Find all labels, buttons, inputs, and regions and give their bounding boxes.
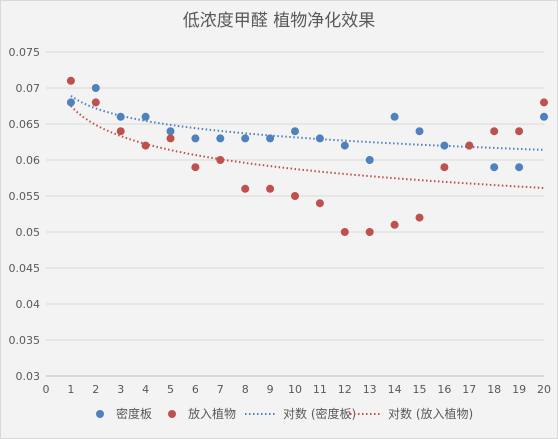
y-tick-label: 0.065: [9, 118, 41, 131]
data-point: [440, 163, 449, 172]
legend: 密度板 放入植物 对数 (密度板) 对数 (放入植物): [96, 406, 473, 421]
legend-label: 对数 (密度板): [283, 406, 356, 421]
data-point: [291, 127, 299, 136]
data-point: [266, 134, 275, 143]
x-tick-label: 11: [313, 383, 327, 396]
data-point: [141, 141, 150, 150]
data-point: [515, 163, 524, 172]
data-point: [540, 98, 548, 107]
data-point: [490, 127, 499, 136]
x-tick-label: 3: [117, 383, 124, 396]
x-tick-label: 18: [487, 383, 501, 396]
data-point: [116, 127, 125, 136]
x-tick-label: 15: [413, 383, 427, 396]
x-tick-label: 13: [363, 383, 377, 396]
y-axis-ticks: 0.03 0.035 0.04 0.045 0.05 0.055 0.06 0.065 0.07…: [9, 46, 41, 383]
data-point: [216, 156, 225, 164]
trendlines: [70, 95, 545, 189]
y-tick-label: 0.055: [9, 190, 41, 203]
y-tick-label: 0.035: [9, 334, 41, 347]
data-point: [166, 127, 175, 136]
x-tick-label: 5: [167, 383, 174, 396]
legend-marker: [96, 410, 104, 418]
data-point: [291, 192, 299, 200]
legend-label: 对数 (放入植物): [388, 406, 473, 421]
data-point: [540, 112, 548, 121]
x-tick-label: 1: [67, 383, 74, 396]
data-point: [365, 228, 374, 236]
y-tick-label: 0.07: [16, 82, 41, 95]
data-point: [390, 112, 399, 121]
x-tick-label: 17: [462, 383, 476, 396]
legend-label: 放入植物: [188, 406, 236, 421]
data-point: [216, 134, 225, 143]
data-point: [315, 134, 324, 143]
chart-title: 低浓度甲醛 植物净化效果: [183, 11, 375, 31]
y-tick-label: 0.04: [16, 298, 41, 311]
y-tick-label: 0.075: [9, 46, 41, 59]
data-point: [91, 84, 100, 92]
y-tick-label: 0.06: [16, 154, 41, 167]
data-point: [515, 127, 524, 136]
y-tick-label: 0.03: [16, 370, 41, 383]
y-tick-label: 0.045: [9, 262, 41, 275]
data-point: [91, 98, 100, 107]
data-point: [166, 134, 175, 143]
data-point: [340, 228, 349, 236]
x-tick-label: 12: [338, 383, 352, 396]
x-axis-ticks: 0 1 2 3 4 5 6 7 8 9 10 11 12 13 14 15 16 17 18 19 20: [43, 383, 552, 396]
x-tick-label: 10: [288, 383, 302, 396]
legend-marker: [168, 410, 176, 418]
data-point: [241, 134, 250, 143]
x-tick-label: 8: [242, 383, 249, 396]
data-point: [490, 163, 499, 172]
x-tick-label: 14: [388, 383, 402, 396]
gridlines: [46, 51, 544, 377]
data-point: [440, 141, 449, 150]
x-tick-label: 7: [217, 383, 224, 396]
x-tick-label: 4: [142, 383, 149, 396]
x-tick-label: 6: [192, 383, 199, 396]
data-point: [241, 184, 250, 193]
data-point: [315, 199, 324, 208]
y-tick-label: 0.05: [16, 226, 41, 239]
data-point: [390, 220, 399, 229]
data-point: [141, 112, 150, 121]
data-point: [66, 98, 75, 107]
legend-label: 密度板: [116, 406, 152, 421]
data-point: [191, 163, 200, 172]
x-tick-label: 0: [43, 383, 50, 396]
data-point: [415, 127, 424, 136]
data-points: [66, 76, 548, 236]
data-point: [191, 134, 200, 143]
data-point: [415, 213, 424, 222]
data-point: [465, 141, 474, 150]
trendline: [70, 95, 545, 151]
data-point: [365, 156, 374, 164]
x-tick-label: 16: [437, 383, 451, 396]
x-tick-label: 2: [92, 383, 99, 396]
data-point: [266, 184, 275, 193]
data-point: [116, 112, 125, 121]
x-tick-label: 19: [512, 383, 526, 396]
data-point: [340, 141, 349, 150]
x-tick-label: 20: [537, 383, 551, 396]
trendline: [70, 105, 545, 189]
x-tick-label: 9: [267, 383, 274, 396]
data-point: [66, 76, 75, 85]
